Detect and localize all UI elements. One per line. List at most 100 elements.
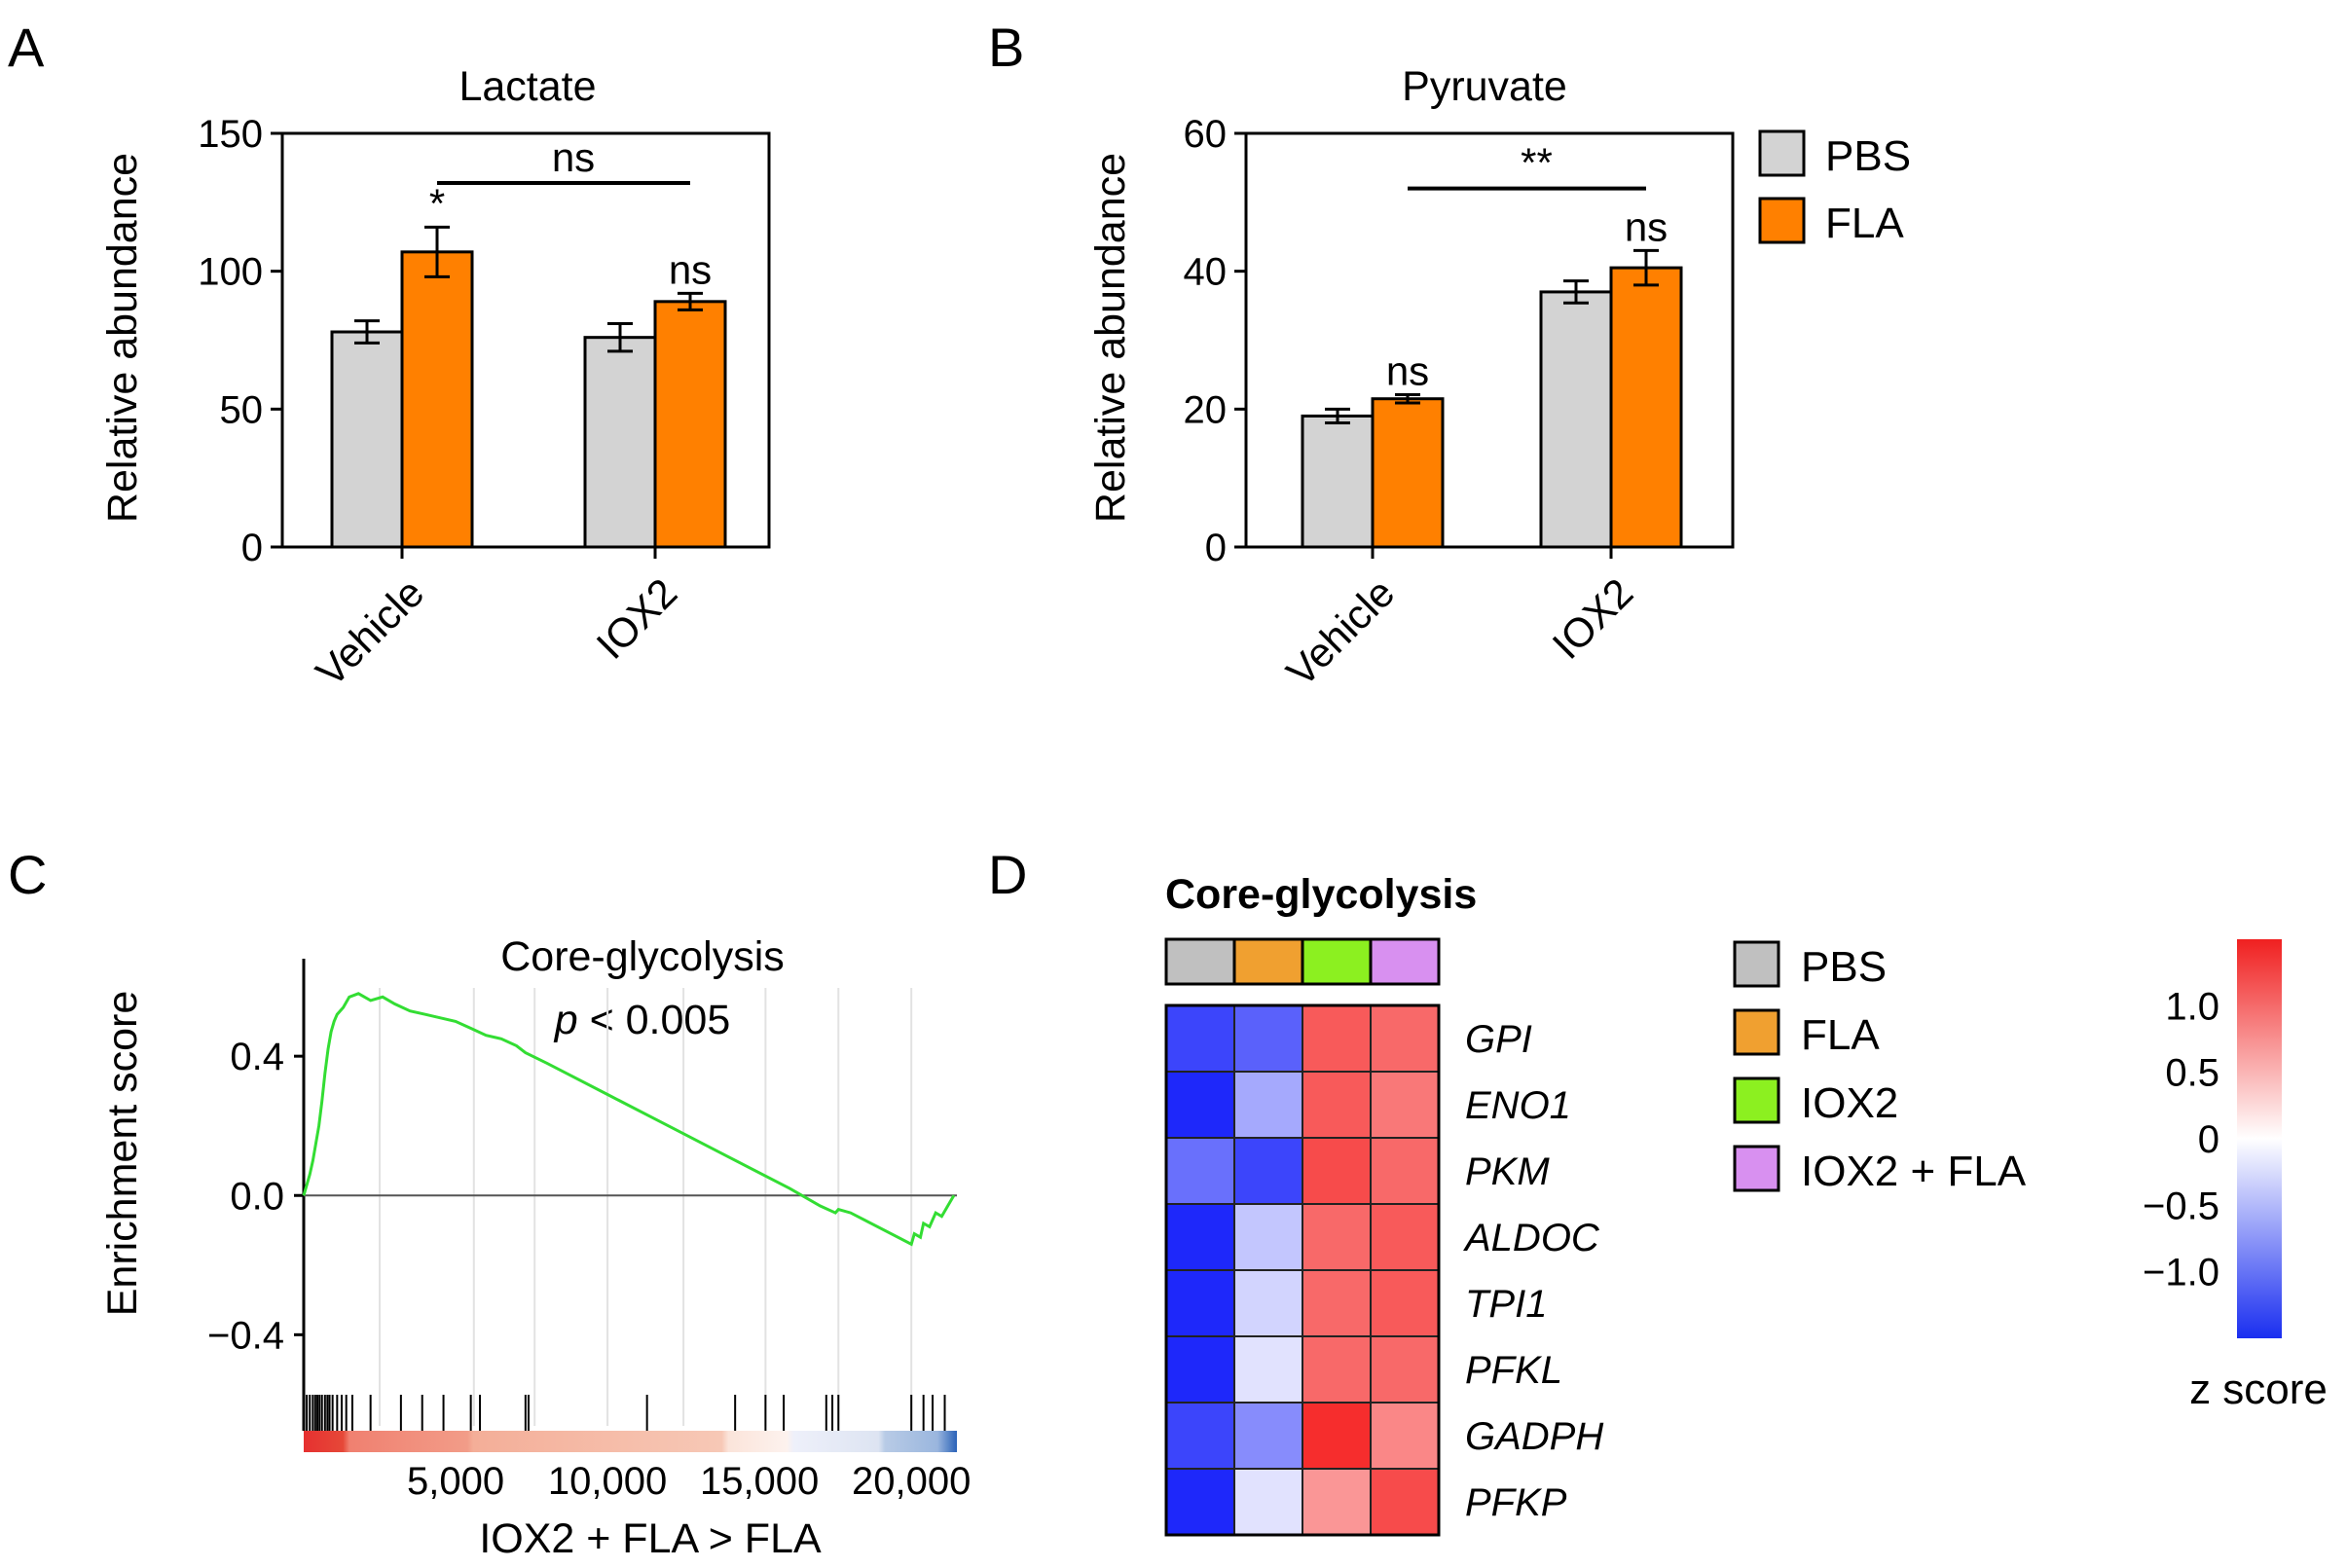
- heatmap-cell: [1370, 1071, 1440, 1139]
- heatmap-cell: [1165, 1071, 1235, 1139]
- heatmap-cell: [1370, 1004, 1440, 1073]
- heatmap-cell: [1302, 1468, 1372, 1536]
- legend-label-iox2-d: IOX2: [1801, 1079, 1898, 1127]
- heatmap-cell: [1165, 1402, 1235, 1470]
- significance-label: ns: [1386, 347, 1429, 393]
- legend-groups: PBS FLA IOX2 IOX2 + FLA: [1733, 940, 2027, 1195]
- y-tick-label: 150: [198, 113, 263, 156]
- row-label-tpi1: TPI1: [1465, 1283, 1547, 1326]
- heatmap-cell: [1165, 1269, 1235, 1337]
- column-annotation-pbs: [1164, 937, 1236, 986]
- y-tick-label: −0.4: [207, 1314, 284, 1357]
- heatmap-cell: [1370, 1269, 1440, 1337]
- colorbar-tick-label: 0.5: [2165, 1052, 2219, 1095]
- x-tick-label: IOX2: [587, 569, 685, 668]
- heatmap-cell: [1370, 1402, 1440, 1470]
- heatmap-cell: [1165, 1004, 1235, 1073]
- x-tick-label: Vehicle: [307, 569, 432, 695]
- y-tick-label: 0: [1205, 527, 1227, 569]
- significance-label: *: [429, 180, 445, 226]
- heatmap-cell: [1302, 1203, 1372, 1271]
- heatmap-cell: [1233, 1468, 1303, 1536]
- panel-label-d: D: [988, 844, 1027, 905]
- heatmap-cell: [1302, 1335, 1372, 1404]
- y-tick-label: 20: [1184, 388, 1228, 431]
- x-tick-label: Vehicle: [1277, 569, 1403, 695]
- y-axis-label-lactate: Relative abundance: [99, 153, 146, 523]
- plot-frame: [280, 131, 771, 549]
- bar-fla-iox2: [653, 300, 727, 549]
- legend-swatch-pbs-d: [1733, 940, 1780, 988]
- x-tick-label: 5,000: [407, 1460, 504, 1503]
- heatmap-cell: [1370, 1335, 1440, 1404]
- legend-label-pbs-d: PBS: [1801, 943, 1887, 991]
- chart-title-lactate: Lactate: [458, 63, 596, 110]
- significance-label: ns: [669, 246, 712, 292]
- y-axis-label-enrichment: Enrichment score: [99, 991, 146, 1317]
- legend-label-iox2fla-d: IOX2 + FLA: [1801, 1148, 2027, 1195]
- colorbar-tick-label: −1.0: [2143, 1252, 2219, 1295]
- colorbar-tick-label: 1.0: [2165, 985, 2219, 1028]
- heatmap-cell: [1233, 1269, 1303, 1337]
- colorbar: [2237, 939, 2282, 1338]
- heatmap-cell: [1302, 1137, 1372, 1205]
- y-axis-label-pyruvate: Relative abundance: [1087, 153, 1134, 523]
- pyruvate-bar-chart: Pyruvate Relative abundance 0 20 40 60 Vehic…: [1087, 63, 1735, 695]
- y-tick-label: 60: [1184, 113, 1228, 156]
- x-tick-label: 20,000: [852, 1460, 971, 1503]
- heatmap-title: Core-glycolysis: [1165, 871, 1477, 918]
- gsea-pvalue-symbol: p: [553, 997, 578, 1043]
- y-tick-label: 0.0: [230, 1175, 284, 1218]
- panel-label-a: A: [8, 17, 45, 78]
- y-tick-label: 50: [220, 388, 264, 431]
- legend-swatch-iox2fla-d: [1733, 1145, 1780, 1192]
- bar-pbs-vehicle: [330, 330, 404, 549]
- heatmap-cell: [1370, 1468, 1440, 1536]
- significance-label: ns: [552, 134, 595, 180]
- panel-label-b: B: [988, 17, 1024, 78]
- bar-pbs-vehicle: [1301, 414, 1375, 549]
- heatmap-cell: [1233, 1402, 1303, 1470]
- x-tick-label: 10,000: [548, 1460, 667, 1503]
- legend-swatch-iox2-d: [1733, 1076, 1780, 1124]
- heatmap-cell: [1302, 1269, 1372, 1337]
- colorbar-label: z score: [2189, 1366, 2328, 1413]
- legend-label-fla: FLA: [1825, 200, 1904, 247]
- significance-label: **: [1521, 140, 1553, 186]
- bar-fla-vehicle: [1371, 397, 1445, 549]
- row-label-pfkl: PFKL: [1465, 1349, 1562, 1392]
- heatmap-cell: [1233, 1203, 1303, 1271]
- row-label-eno1: ENO1: [1465, 1084, 1571, 1127]
- row-label-gadph: GADPH: [1465, 1415, 1603, 1458]
- ranked-list-bar: [304, 1431, 957, 1452]
- legend-treatment: PBS FLA: [1758, 129, 1911, 247]
- heatmap-cell: [1302, 1071, 1372, 1139]
- legend-swatch-fla-d: [1733, 1008, 1780, 1056]
- bar-fla-vehicle: [400, 250, 474, 549]
- legend-swatch-pbs: [1758, 129, 1806, 177]
- glycolysis-heatmap: Core-glycolysis GPI ENO1 PKM ALDOC TPI1 PFKL G…: [1164, 871, 2328, 1537]
- heatmap-cell: [1233, 1137, 1303, 1205]
- significance-label: ns: [1625, 203, 1668, 249]
- x-axis-label-gsea: IOX2 + FLA > FLA: [479, 1515, 822, 1562]
- heatmap-cell: [1233, 1004, 1303, 1073]
- bar-pbs-iox2: [583, 336, 657, 549]
- y-tick-label: 0: [241, 527, 263, 569]
- row-label-gpi: GPI: [1465, 1018, 1532, 1061]
- gsea-enrichment-plot: Core-glycolysis p < 0.005 Enrichment sco…: [99, 933, 971, 1562]
- chart-title-pyruvate: Pyruvate: [1402, 63, 1567, 110]
- bar-pbs-iox2: [1539, 290, 1613, 549]
- legend-label-pbs: PBS: [1825, 132, 1911, 180]
- heatmap-cell: [1165, 1203, 1235, 1271]
- heatmap-cell: [1165, 1137, 1235, 1205]
- row-label-aldoc: ALDOC: [1463, 1217, 1600, 1259]
- plot-frame: [1244, 131, 1735, 549]
- heatmap-cell: [1302, 1004, 1372, 1073]
- x-tick-label: 15,000: [700, 1460, 819, 1503]
- bar-fla-iox2: [1609, 266, 1683, 549]
- gsea-title: Core-glycolysis: [500, 933, 785, 980]
- row-label-pfkp: PFKP: [1465, 1481, 1567, 1524]
- y-tick-label: 40: [1184, 251, 1228, 294]
- row-label-pkm: PKM: [1465, 1150, 1550, 1193]
